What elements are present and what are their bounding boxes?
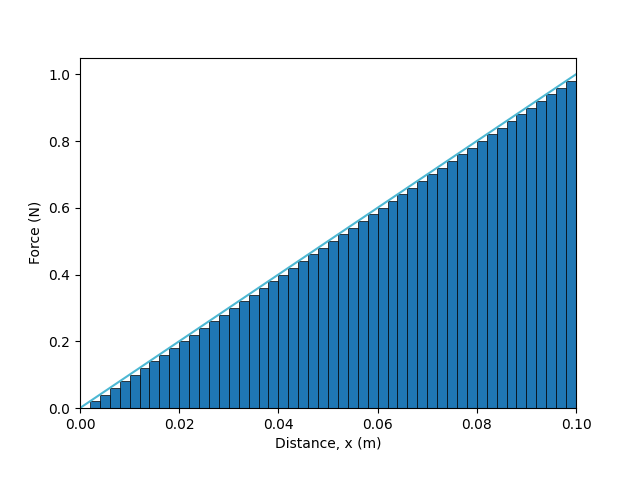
Bar [199, 328, 209, 408]
Bar [159, 355, 170, 408]
Bar [129, 374, 140, 408]
Bar [219, 314, 229, 408]
Bar [189, 335, 199, 408]
Bar [566, 81, 576, 408]
Bar [318, 248, 328, 408]
Bar [179, 341, 189, 408]
Bar [338, 234, 348, 408]
Bar [477, 141, 487, 408]
Bar [536, 101, 546, 408]
Bar [428, 174, 437, 408]
Bar [447, 161, 457, 408]
Bar [239, 301, 249, 408]
Bar [209, 321, 219, 408]
Bar [110, 388, 120, 408]
Bar [547, 94, 556, 408]
Bar [556, 88, 566, 408]
Bar [467, 148, 477, 408]
Bar [150, 361, 159, 408]
Bar [328, 241, 338, 408]
Bar [388, 201, 397, 408]
Bar [229, 308, 239, 408]
Bar [516, 114, 526, 408]
Bar [100, 395, 110, 408]
Bar [408, 188, 417, 408]
Bar [249, 295, 259, 408]
Y-axis label: Force (N): Force (N) [29, 201, 43, 264]
Bar [269, 281, 278, 408]
Bar [367, 215, 378, 408]
Bar [526, 108, 536, 408]
Bar [378, 208, 388, 408]
Bar [289, 268, 298, 408]
Bar [140, 368, 150, 408]
Bar [348, 228, 358, 408]
Bar [120, 381, 129, 408]
Bar [278, 275, 288, 408]
Bar [507, 121, 516, 408]
Bar [90, 401, 100, 408]
Bar [487, 134, 497, 408]
X-axis label: Distance, x (m): Distance, x (m) [275, 437, 381, 451]
Bar [417, 181, 428, 408]
Bar [437, 168, 447, 408]
Bar [308, 254, 318, 408]
Bar [457, 155, 467, 408]
Bar [358, 221, 367, 408]
Bar [397, 194, 408, 408]
Bar [170, 348, 179, 408]
Bar [298, 261, 308, 408]
Bar [259, 288, 269, 408]
Bar [497, 128, 507, 408]
